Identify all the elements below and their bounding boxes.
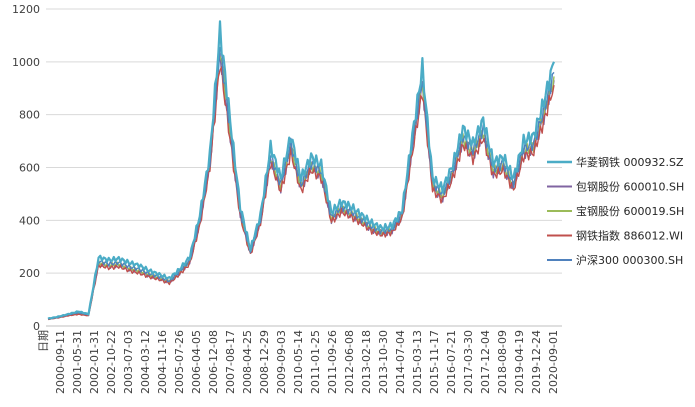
y-tick-label: 800 — [19, 109, 40, 122]
x-tick-label: 2017-03-30 — [462, 330, 475, 394]
x-axis-ticks: 日期 2000-09-11 2001-05-31 2002-01-31 2002-10-… — [37, 330, 560, 394]
legend-label: 包钢股份 600010.SH — [576, 181, 684, 194]
x-tick-label: 2003-07-03 — [122, 330, 135, 394]
y-tick-label: 200 — [19, 267, 40, 280]
legend-label: 华菱钢铁 000932.SZ — [576, 155, 684, 169]
x-tick-label: 2000-09-11 — [54, 330, 67, 394]
x-tick-label: 2014-07-04 — [394, 330, 407, 394]
y-tick-label: 1200 — [12, 3, 40, 16]
legend: 华菱钢铁 000932.SZ 包钢股份 600010.SH 宝钢股份 600019.… — [547, 155, 684, 267]
gridlines — [46, 8, 562, 327]
y-tick-label: 600 — [19, 162, 40, 175]
legend-label: 宝钢股份 600019.SH — [576, 204, 684, 218]
x-tick-label: 2012-06-08 — [343, 330, 356, 394]
series-line — [47, 20, 556, 320]
series-lines — [47, 20, 556, 321]
x-tick-label: 2008-04-25 — [241, 330, 254, 394]
x-tick-label: 2006-04-05 — [190, 330, 203, 394]
x-tick-label: 2018-08-09 — [496, 330, 509, 394]
y-tick-label: 0 — [33, 320, 40, 333]
legend-label: 沪深300 000300.SH — [576, 253, 683, 267]
x-tick-label: 2019-12-24 — [530, 330, 543, 394]
x-tick-label: 2002-01-31 — [88, 330, 101, 394]
y-axis-ticks: 0 200 400 600 800 1000 1200 — [12, 3, 40, 333]
x-tick-label: 2015-03-13 — [411, 330, 424, 394]
y-tick-label: 1000 — [12, 56, 40, 69]
x-tick-label: 2002-10-22 — [105, 330, 118, 394]
x-tick-label: 2009-09-03 — [275, 330, 288, 394]
x-tick-label: 2010-05-14 — [292, 330, 305, 394]
x-tick-label: 2011-01-25 — [309, 330, 322, 394]
series-line — [47, 66, 555, 321]
x-tick-label: 2015-11-17 — [428, 330, 441, 394]
x-tick-label: 2019-04-19 — [513, 330, 526, 394]
y-tick-label: 400 — [19, 214, 40, 227]
x-tick-label: 2011-09-26 — [326, 330, 339, 394]
x-tick-label: 2001-05-31 — [71, 330, 84, 394]
x-tick-label: 日期 — [37, 330, 50, 352]
x-tick-label: 2013-02-18 — [360, 330, 373, 394]
x-tick-label: 2017-12-04 — [479, 330, 492, 394]
legend-label: 钢铁指数 886012.WI — [576, 229, 683, 243]
x-tick-label: 2013-10-30 — [377, 330, 390, 394]
x-tick-label: 2004-11-16 — [156, 330, 169, 394]
x-tick-label: 2016-07-21 — [445, 330, 458, 394]
x-tick-label: 2007-08-17 — [224, 330, 237, 394]
x-tick-label: 2008-12-29 — [258, 330, 271, 394]
x-tick-label: 2005-07-26 — [173, 330, 186, 394]
x-tick-label: 2020-09-01 — [547, 330, 560, 394]
x-tick-label: 2004-03-12 — [139, 330, 152, 394]
x-tick-label: 2006-12-08 — [207, 330, 220, 394]
series-line — [47, 46, 555, 320]
